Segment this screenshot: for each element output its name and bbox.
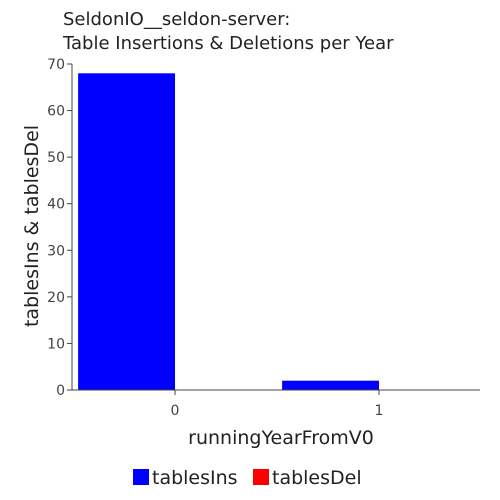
- x-axis-label: runningYearFromV0: [188, 427, 374, 449]
- y-tick-label: 70: [47, 57, 65, 73]
- legend-label-tablesDel: tablesDel: [272, 467, 362, 489]
- y-tick-label: 10: [47, 336, 65, 352]
- x-tick-label: 0: [171, 403, 180, 419]
- y-tick-label: 20: [47, 290, 65, 306]
- bar-tablesIns-0: [78, 73, 176, 391]
- y-tick-label: 0: [56, 383, 65, 399]
- legend-swatch-tablesIns: [133, 469, 149, 485]
- chart-title-line-1: SeldonIO__seldon-server:: [63, 9, 290, 30]
- legend: tablesIns tablesDel: [133, 467, 362, 489]
- legend-swatch-tablesDel: [253, 469, 269, 485]
- y-ticks: 0 10 20 30 40 50 60 70: [47, 57, 72, 399]
- y-tick-label: 60: [47, 104, 65, 120]
- x-tick-label: 1: [375, 403, 384, 419]
- y-tick-label: 30: [47, 243, 65, 259]
- y-tick-label: 50: [47, 150, 65, 166]
- chart-title-line-2: Table Insertions & Deletions per Year: [62, 33, 394, 54]
- y-tick-label: 40: [47, 197, 65, 213]
- y-axis-label: tablesIns & tablesDel: [21, 125, 43, 327]
- bar-tablesIns-1: [282, 380, 380, 390]
- bars: [78, 73, 380, 391]
- legend-label-tablesIns: tablesIns: [152, 467, 238, 489]
